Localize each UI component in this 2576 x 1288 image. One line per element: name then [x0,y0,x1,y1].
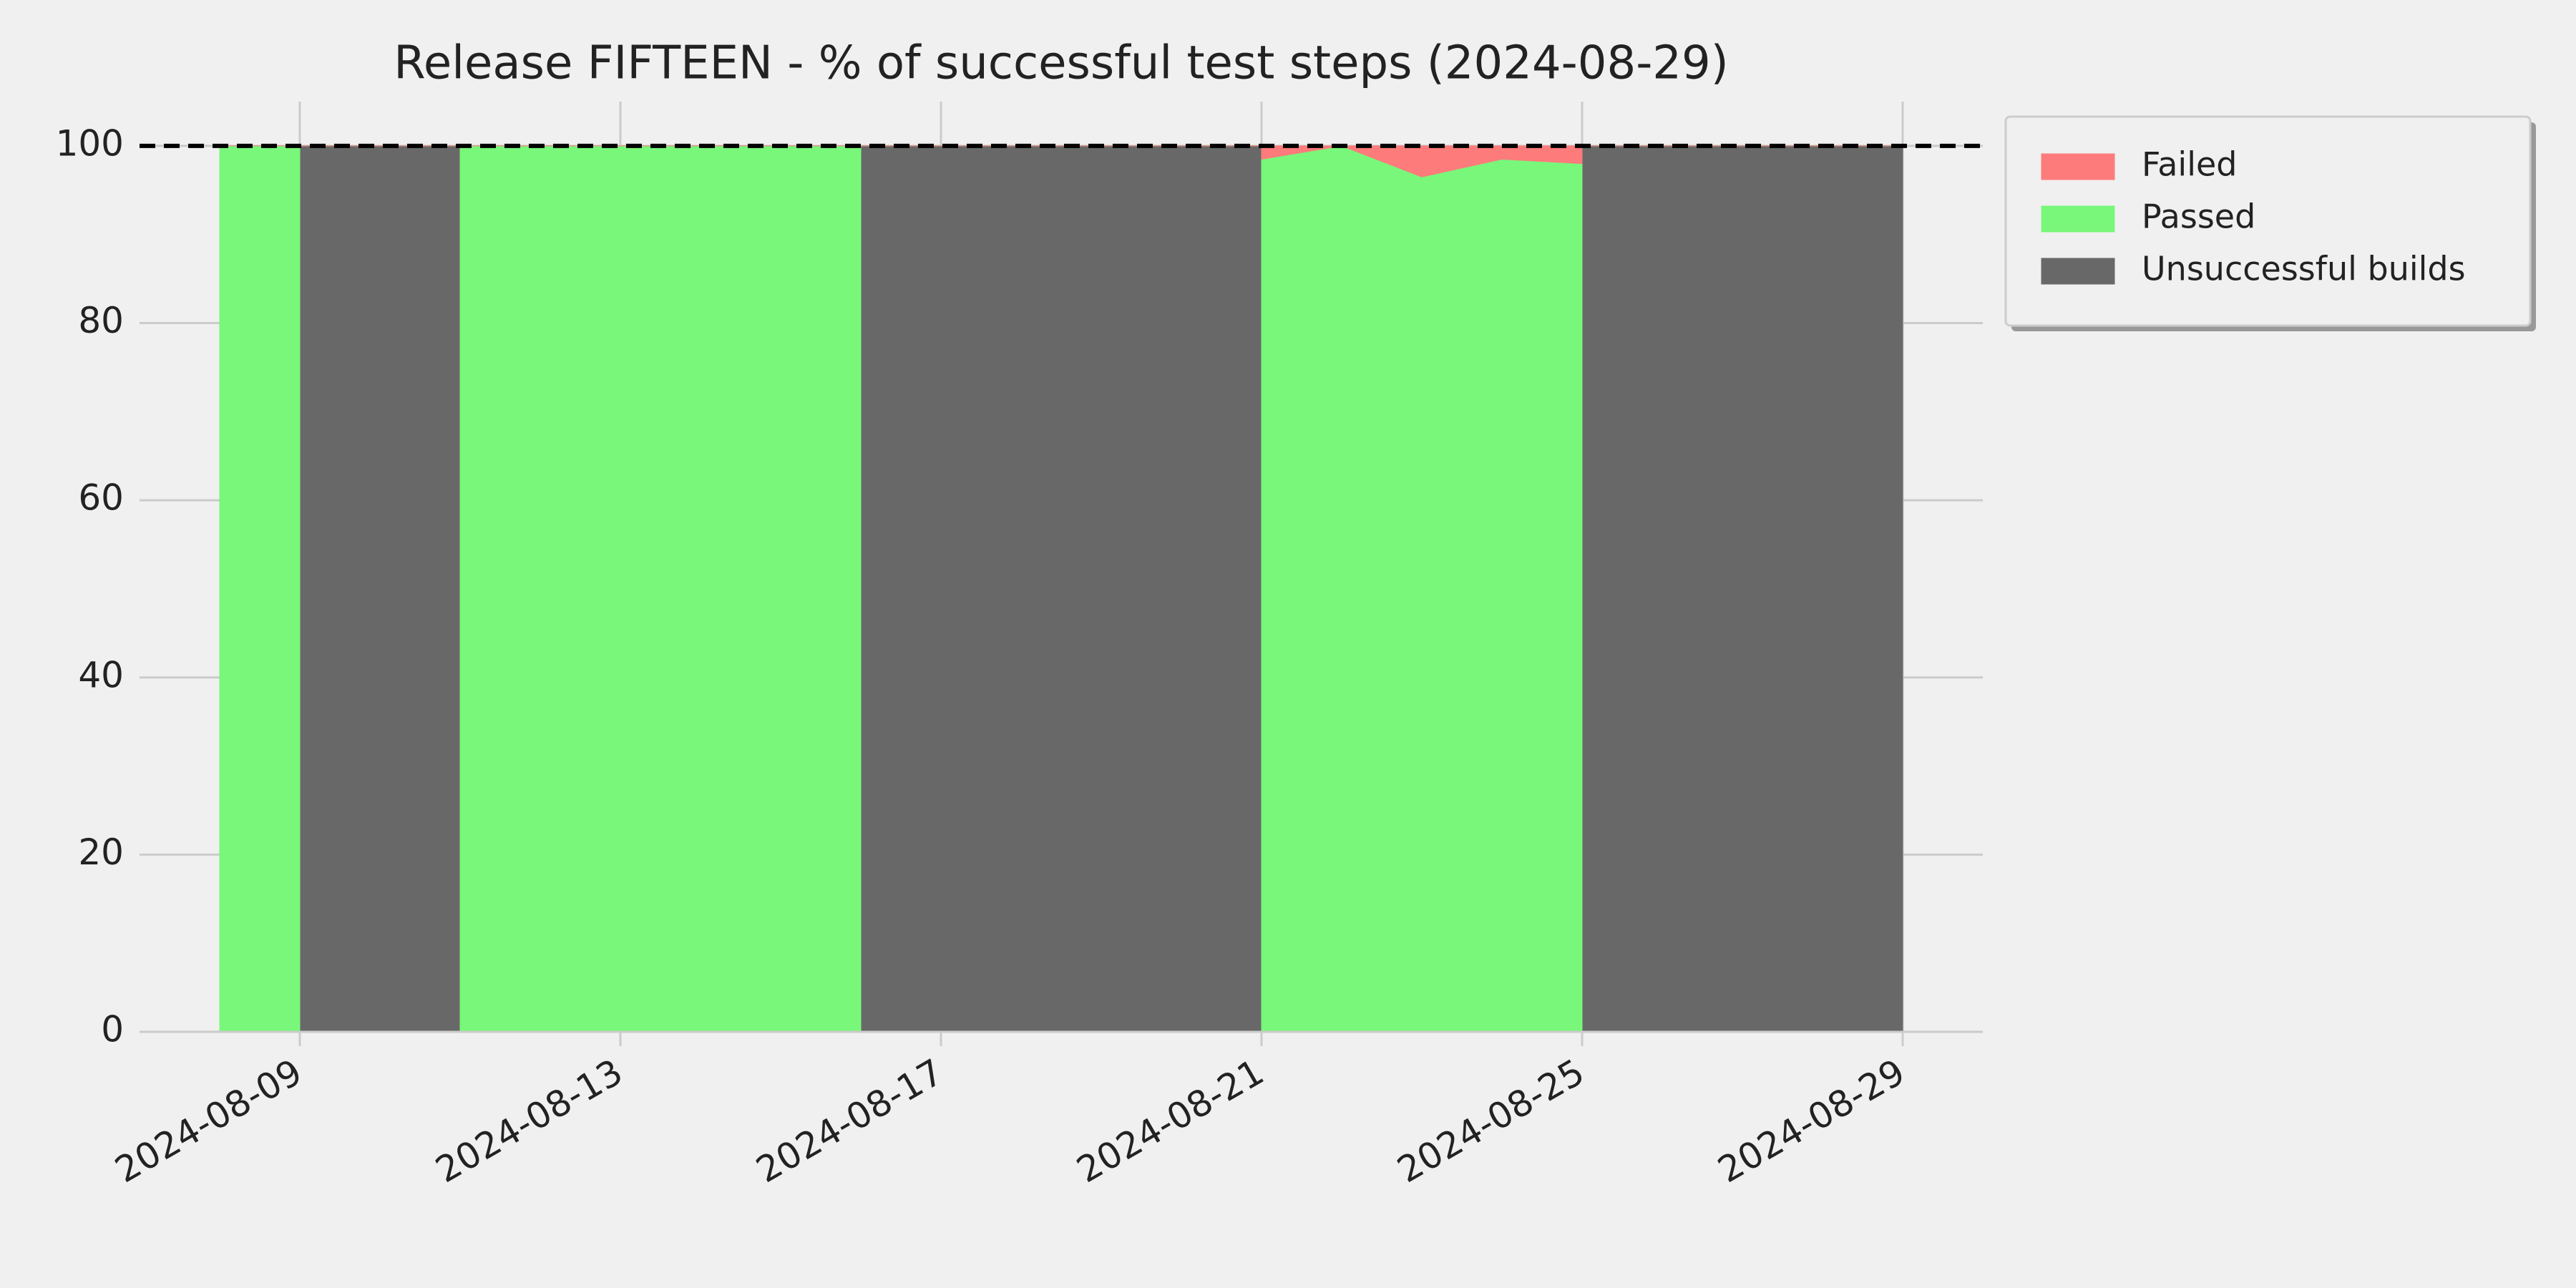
legend-swatch [2041,153,2115,180]
legend-label: Passed [2142,197,2255,236]
legend-label: Failed [2142,145,2238,184]
y-tick-label: 40 [78,654,124,696]
y-tick-label: 80 [78,300,124,341]
y-tick-label: 0 [101,1009,124,1050]
legend-label: Unsuccessful builds [2142,250,2466,288]
y-tick-label: 100 [56,122,124,164]
legend [2004,115,2532,327]
y-tick-label: 60 [78,477,124,519]
legend-swatch [2041,258,2115,285]
chart-title: Release FIFTEEN - % of successful test s… [394,37,1728,90]
legend-swatch [2041,205,2115,233]
y-tick-label: 20 [78,831,124,873]
